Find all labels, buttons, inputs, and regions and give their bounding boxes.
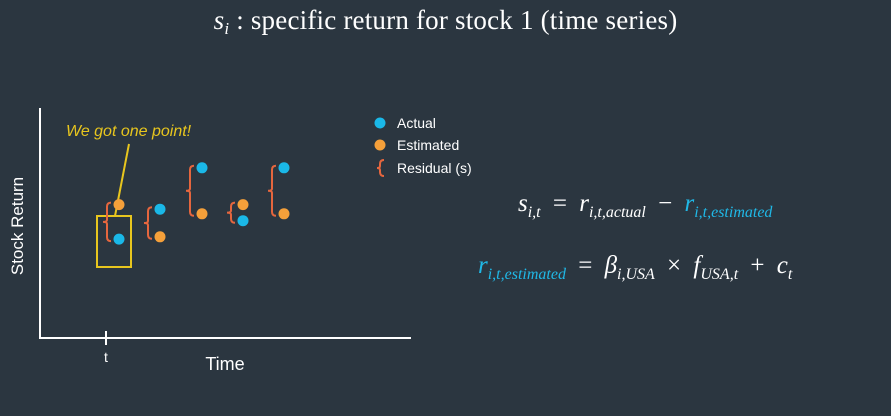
legend-residual-brace-icon [376,159,385,177]
x-axis-label: Time [205,354,244,374]
eq1-term1-var: r [579,190,589,217]
legend-actual-label: Actual [397,115,436,131]
eq2-plus: + [750,252,765,279]
eq1-minus: − [658,190,673,217]
eq2-beta: β [604,252,618,279]
legend-estimated-marker [374,139,386,151]
eq2-beta-sub: i,USA [617,266,655,283]
estimated-point [237,199,249,211]
estimated-point [113,199,125,211]
actual-point [196,162,208,174]
eq2-f: f [693,252,701,279]
actual-point [278,162,290,174]
legend-residual-label: Residual (s) [397,160,472,176]
actual-point [237,215,249,227]
specific-return-equation: si,t = ri,t,actual − ri,t,estimated [518,190,772,222]
residual-brace [102,201,112,243]
title-variable: s [213,5,225,35]
x-tick-label: t [104,349,108,365]
eq1-lhs-sub: i,t [527,204,541,221]
estimated-point [278,208,290,220]
eq2-equals: = [578,252,593,279]
annotation-text: We got one point! [66,123,192,140]
title-subscript: i [224,19,230,38]
actual-point [113,233,125,245]
residual-brace [185,164,195,217]
eq1-lhs-var: s [518,190,528,217]
residual-brace [143,206,153,240]
actual-point [154,203,166,215]
slide-title: si : specific return for stock 1 (time s… [0,5,891,39]
eq2-c-sub: t [787,266,793,283]
residual-braces [102,164,277,243]
eq2-times: × [667,252,682,279]
eq2-c: c [776,252,788,279]
legend: Actual Estimated Residual (s) [374,115,472,177]
eq2-f-sub: USA,t [700,266,739,283]
residual-brace [226,201,236,224]
annotation: We got one point! [66,123,192,268]
highlight-box [96,215,132,268]
eq1-term1-sub: i,t,actual [588,204,646,221]
data-points [113,162,290,245]
legend-estimated-label: Estimated [397,137,459,153]
title-text: : specific return for stock 1 (time seri… [236,5,678,35]
estimated-return-equation: ri,t,estimated = βi,USA × fUSA,t + ct [478,252,792,284]
y-axis-label: Stock Return [8,177,27,275]
eq1-equals: = [552,190,567,217]
eq1-term2-sub: i,t,estimated [694,204,773,221]
eq2-lhs-sub: i,t,estimated [487,266,566,283]
legend-actual-marker [374,117,386,129]
chart-axes: t Time Stock Return [8,108,411,374]
eq1-term2-var: r [684,190,695,217]
residual-brace [267,164,277,217]
eq2-lhs-var: r [478,252,488,279]
estimated-point [154,231,166,243]
estimated-point [196,208,208,220]
